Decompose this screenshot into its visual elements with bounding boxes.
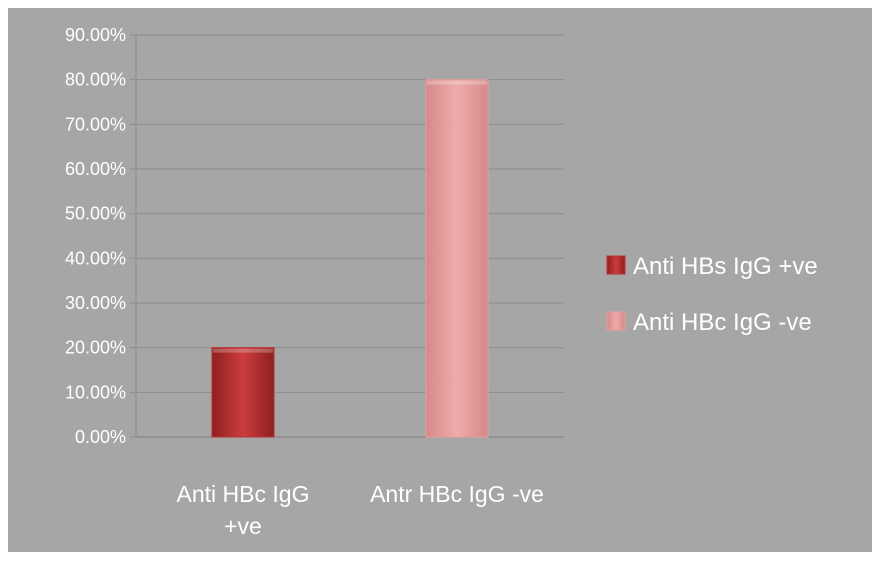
y-tick-label: 40.00% <box>65 248 126 268</box>
bar-highlight <box>212 348 274 353</box>
y-tick-label: 90.00% <box>65 25 126 45</box>
legend-label: Anti HBs IgG +ve <box>633 253 818 280</box>
y-tick-label: 80.00% <box>65 70 126 90</box>
y-tick-label: 20.00% <box>65 338 126 358</box>
y-tick-label: 10.00% <box>65 382 126 402</box>
legend-swatch <box>606 311 626 331</box>
bars <box>211 79 489 438</box>
bar <box>425 79 489 438</box>
y-tick-label: 50.00% <box>65 204 126 224</box>
bar <box>211 347 275 438</box>
x-category-label: Anti HBc IgG <box>177 481 310 507</box>
y-tick-label: 60.00% <box>65 159 126 179</box>
legend: Anti HBs IgG +ve Anti HBc IgG -ve <box>606 253 818 336</box>
x-category-label: Antr HBc IgG -ve <box>370 481 544 507</box>
y-tick-label: 70.00% <box>65 114 126 134</box>
y-axis-ticks: 0.00% 10.00% 20.00% 30.00% 40.00% 50.00% 60.00… <box>65 25 126 447</box>
x-category-label: +ve <box>224 513 262 539</box>
y-tick-label: 0.00% <box>75 427 126 447</box>
y-tick-label: 30.00% <box>65 293 126 313</box>
legend-label: Anti HBc IgG -ve <box>633 309 812 336</box>
gridlines <box>130 34 564 438</box>
legend-swatch <box>606 255 626 275</box>
x-axis-categories: Anti HBc IgG +ve Antr HBc IgG -ve <box>177 481 544 539</box>
bar-highlight <box>426 80 488 85</box>
